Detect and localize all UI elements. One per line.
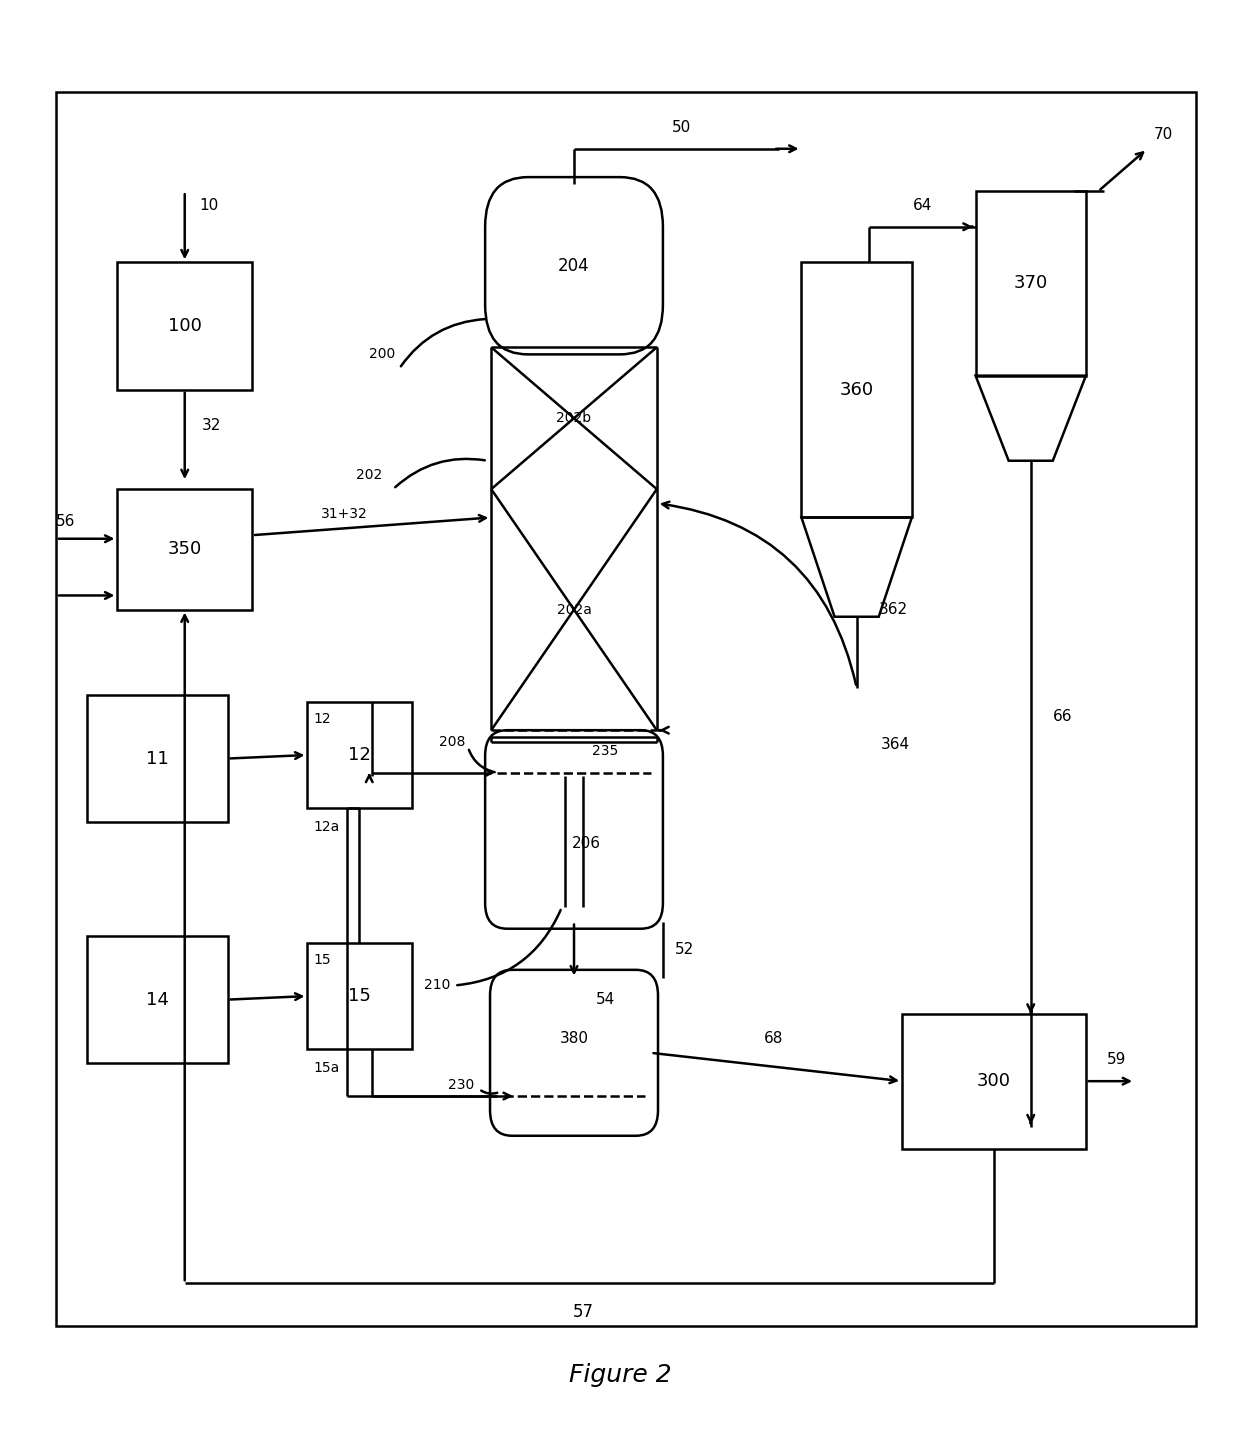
Text: 14: 14 <box>146 991 169 1008</box>
Text: 10: 10 <box>200 198 219 213</box>
Text: 15a: 15a <box>314 1061 340 1074</box>
Text: 370: 370 <box>1013 275 1048 292</box>
Text: 210: 210 <box>424 978 450 992</box>
Text: 200: 200 <box>368 348 394 361</box>
Text: 362: 362 <box>879 601 908 617</box>
Text: 50: 50 <box>672 120 691 135</box>
Bar <box>87 935 228 1064</box>
Text: 15: 15 <box>348 987 371 1005</box>
Text: 204: 204 <box>558 256 590 275</box>
Text: 32: 32 <box>202 418 222 432</box>
Text: 235: 235 <box>593 745 619 759</box>
Text: 300: 300 <box>977 1073 1011 1090</box>
Text: 31+32: 31+32 <box>321 507 367 521</box>
Text: 12: 12 <box>314 712 331 726</box>
Text: 380: 380 <box>559 1031 589 1047</box>
Bar <box>118 490 252 610</box>
Text: 350: 350 <box>167 540 202 558</box>
Bar <box>801 262 911 517</box>
Bar <box>308 942 412 1050</box>
Text: 59: 59 <box>1107 1053 1126 1067</box>
Text: 208: 208 <box>439 735 465 749</box>
Bar <box>118 262 252 390</box>
Text: 230: 230 <box>449 1078 475 1091</box>
Text: 12a: 12a <box>314 819 340 833</box>
Bar <box>976 192 1086 375</box>
Text: 54: 54 <box>596 992 615 1007</box>
Text: Figure 2: Figure 2 <box>569 1363 671 1388</box>
Text: 100: 100 <box>167 316 202 335</box>
Text: 11: 11 <box>146 749 169 768</box>
Text: 57: 57 <box>573 1303 594 1320</box>
Text: 56: 56 <box>56 514 76 530</box>
Text: 68: 68 <box>764 1031 782 1047</box>
Text: 364: 364 <box>882 737 910 752</box>
Bar <box>901 1014 1086 1148</box>
Text: 12: 12 <box>348 746 371 765</box>
Text: 66: 66 <box>1053 709 1073 723</box>
Bar <box>308 702 412 808</box>
Text: 360: 360 <box>839 381 874 400</box>
Text: 15: 15 <box>314 952 331 967</box>
Text: 52: 52 <box>675 942 694 958</box>
Bar <box>87 695 228 822</box>
Text: 202: 202 <box>356 468 383 483</box>
Text: 202b: 202b <box>557 411 591 425</box>
Text: 64: 64 <box>913 198 932 213</box>
Text: 206: 206 <box>572 836 601 851</box>
Text: 70: 70 <box>1153 127 1173 142</box>
Text: 202a: 202a <box>557 603 591 617</box>
Bar <box>56 92 1197 1326</box>
